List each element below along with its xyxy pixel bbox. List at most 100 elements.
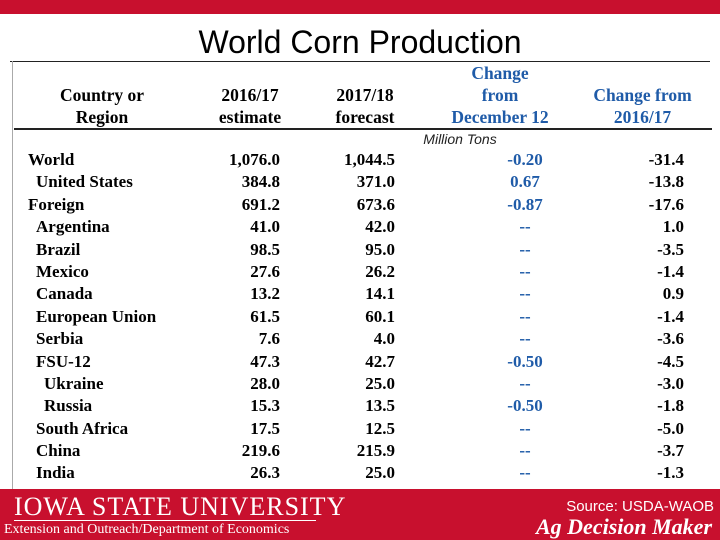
change-december-value: -- (519, 441, 531, 461)
header-change-december-line3: December 12 (451, 107, 549, 127)
region-name: United States (36, 172, 133, 192)
units-label: Million Tons (423, 131, 497, 147)
region-name: FSU-12 (36, 351, 91, 371)
estimate-value: 1,076.0 (229, 150, 280, 169)
change-december-value: -0.20 (507, 150, 543, 169)
forecast-value: 371.0 (356, 172, 395, 192)
top-accent-bar (0, 0, 720, 14)
header-country: Country or Region (22, 84, 182, 128)
change-2016-value: -1.3 (657, 463, 684, 483)
table-row: FSU-12 47.3 42.7 -0.50 -4.5 (0, 351, 720, 373)
forecast-value: 95.0 (365, 239, 395, 259)
estimate-value: 384.8 (241, 172, 280, 192)
table-row: Serbia 7.6 4.0 -- -3.6 (0, 328, 720, 350)
university-wordmark: IOWA STATE UNIVERSITY (14, 492, 347, 521)
forecast-value: 215.9 (356, 441, 395, 461)
table-row: Canada 13.2 14.1 -- 0.9 (0, 283, 720, 305)
change-december-value: -- (519, 284, 531, 304)
forecast-value: 14.1 (365, 284, 395, 304)
change-december-value: -0.50 (507, 351, 543, 371)
region-name: Brazil (36, 239, 81, 259)
header-forecast: 2017/18 forecast (305, 84, 425, 128)
header-estimate-line1: 2016/17 (221, 85, 279, 105)
change-2016-value: -1.8 (657, 396, 684, 416)
forecast-value: 42.0 (365, 217, 395, 237)
forecast-value: 673.6 (356, 194, 395, 214)
data-table: World 1,076.0 1,044.5 -0.20 -31.4 United Stat… (0, 149, 720, 485)
region-name: China (36, 441, 81, 461)
header-change-2016-line2: 2016/17 (613, 107, 672, 127)
page-title: World Corn Production (198, 24, 522, 60)
source-label: Source: USDA-WAOB (566, 498, 714, 515)
footer-bar (0, 489, 720, 540)
forecast-value: 13.5 (365, 396, 395, 416)
estimate-value: 41.0 (250, 217, 280, 237)
change-2016-value: -13.8 (648, 172, 684, 192)
forecast-value: 60.1 (365, 306, 395, 326)
table-row: Foreign 691.2 673.6 -0.87 -17.6 (0, 194, 720, 216)
change-2016-value: -1.4 (657, 261, 684, 281)
table-row: South Africa 17.5 12.5 -- -5.0 (0, 418, 720, 440)
title-divider (10, 61, 710, 62)
change-december-value: -- (519, 418, 531, 438)
estimate-value: 98.5 (250, 239, 280, 259)
table-row: Russia 15.3 13.5 -0.50 -1.8 (0, 395, 720, 417)
forecast-value: 25.0 (365, 463, 395, 483)
change-december-value: -- (519, 373, 531, 393)
change-december-value: -- (519, 306, 531, 326)
region-name: Serbia (36, 329, 84, 349)
change-december-value: -0.87 (507, 194, 543, 214)
region-name: South Africa (36, 418, 129, 438)
change-december-value: -0.50 (507, 396, 543, 416)
table-row: Mexico 27.6 26.2 -- -1.4 (0, 261, 720, 283)
estimate-value: 219.6 (241, 441, 280, 461)
extension-label: Extension and Outreach/Department of Eco… (4, 522, 290, 537)
region-name: European Union (36, 306, 157, 326)
region-name: Mexico (36, 261, 89, 281)
change-december-value: -- (519, 329, 531, 349)
header-forecast-line1: 2017/18 (336, 85, 394, 105)
region-name: Canada (36, 284, 93, 304)
change-2016-value: -17.6 (648, 194, 684, 214)
change-2016-value: 0.9 (662, 284, 684, 304)
ag-decision-maker-logo: Ag Decision Maker (536, 514, 712, 539)
change-december-value: -- (519, 217, 531, 237)
table-row: Ukraine 28.0 25.0 -- -3.0 (0, 373, 720, 395)
table-row: European Union 61.5 60.1 -- -1.4 (0, 306, 720, 328)
header-estimate: 2016/17 estimate (190, 84, 310, 128)
table-row: Brazil 98.5 95.0 -- -3.5 (0, 239, 720, 261)
change-2016-value: 1.0 (662, 217, 684, 237)
estimate-value: 691.2 (241, 194, 280, 214)
region-name: India (36, 463, 75, 483)
region-name: Foreign (28, 194, 85, 214)
region-name: World (28, 150, 75, 169)
change-2016-value: -3.6 (657, 329, 684, 349)
change-december-value: -- (519, 463, 531, 483)
estimate-value: 61.5 (250, 306, 280, 326)
change-december-value: 0.67 (510, 172, 540, 192)
forecast-value: 42.7 (365, 351, 395, 371)
change-2016-value: -1.4 (657, 306, 684, 326)
header-change-december: Change from December 12 (420, 62, 580, 128)
change-2016-value: -5.0 (657, 418, 684, 438)
header-change-december-line1: Change (471, 63, 529, 83)
change-december-value: -- (519, 239, 531, 259)
table-row: United States 384.8 371.0 0.67 -13.8 (0, 171, 720, 193)
header-change-2016-line1: Change from (593, 85, 692, 105)
estimate-value: 26.3 (250, 463, 280, 483)
change-2016-value: -31.4 (648, 150, 684, 169)
forecast-value: 25.0 (365, 373, 395, 393)
forecast-value: 4.0 (373, 329, 395, 349)
header-country-line2: Region (75, 107, 129, 127)
region-name: Argentina (36, 217, 110, 237)
change-2016-value: -4.5 (657, 351, 684, 371)
table-row: India 26.3 25.0 -- -1.3 (0, 462, 720, 484)
header-forecast-line2: forecast (335, 107, 395, 127)
forecast-value: 12.5 (365, 418, 395, 438)
change-2016-value: -3.0 (657, 373, 684, 393)
forecast-value: 1,044.5 (344, 150, 395, 169)
table-row: World 1,076.0 1,044.5 -0.20 -31.4 (0, 149, 720, 171)
estimate-value: 27.6 (250, 261, 280, 281)
region-name: Russia (44, 396, 93, 416)
header-country-line1: Country or (59, 85, 145, 105)
